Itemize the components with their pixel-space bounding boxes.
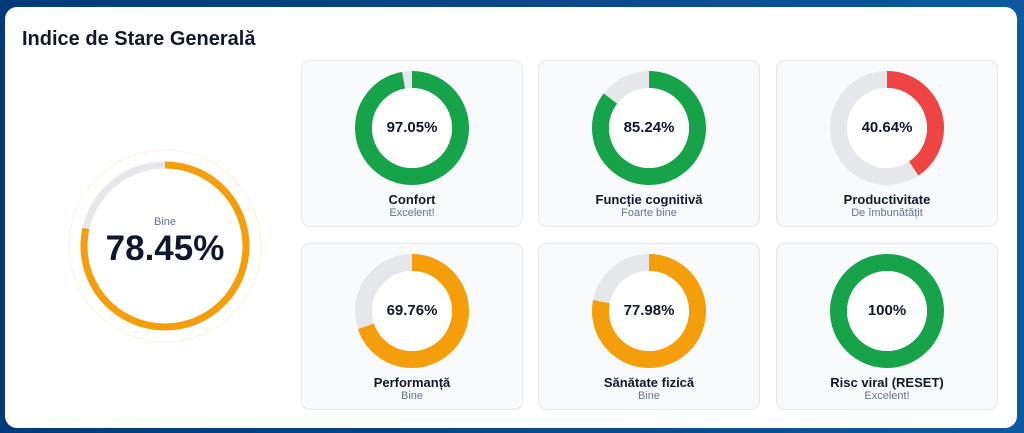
overall-arc [80,161,250,331]
metric-value: 40.64% [861,119,913,136]
metric-donut [830,71,944,185]
overall-ring [68,149,262,343]
overall-index-panel: Indice de Stare Generală Bine 78.45% 97.… [5,7,1017,428]
metric-value: 69.76% [386,302,438,319]
metric-card: 97.05% Confort Excelent! [301,60,523,227]
metric-name: Productivitate [843,192,931,207]
metric-name: Funcție cognitivă [595,192,703,207]
metric-status: Foarte bine [621,207,677,219]
donut-arc [355,254,469,368]
metric-value: 100% [867,302,907,319]
donut-arc [592,254,706,368]
metric-status: Bine [400,390,424,402]
metric-donut [355,254,469,368]
donut-arc [355,71,469,185]
metric-value: 77.98% [623,302,675,319]
metric-name: Performanță [373,375,451,390]
metric-card: 69.76% Performanță Bine [301,243,523,410]
donut-arc [830,254,944,368]
metric-name: Risc viral (RESET) [830,375,944,390]
overall-status: Bine [153,216,177,228]
panel-title: Indice de Stare Generală [22,28,256,50]
donut-arc [830,71,944,185]
metric-card: 40.64% Productivitate De îmbunătățit [776,60,998,227]
metric-donut [355,71,469,185]
overall-gauge: Bine 78.45% [65,146,265,346]
metric-status: Bine [637,390,661,402]
metric-name: Sănătate fizică [603,375,695,390]
metric-donut [592,254,706,368]
overall-value: 78.45% [105,229,225,268]
metric-card: 100% Risc viral (RESET) Excelent! [776,243,998,410]
metric-name: Confort [388,192,436,207]
metric-value: 85.24% [623,119,675,136]
metric-card: 85.24% Funcție cognitivă Foarte bine [538,60,760,227]
donut-arc [592,71,706,185]
metric-card: 77.98% Sănătate fizică Bine [538,243,760,410]
metric-donut [592,71,706,185]
metric-donut [830,254,944,368]
metric-status: Excelent! [864,390,910,402]
metric-status: De îmbunătățit [851,207,923,219]
metric-status: Excelent! [389,207,435,219]
metric-value: 97.05% [386,119,438,136]
